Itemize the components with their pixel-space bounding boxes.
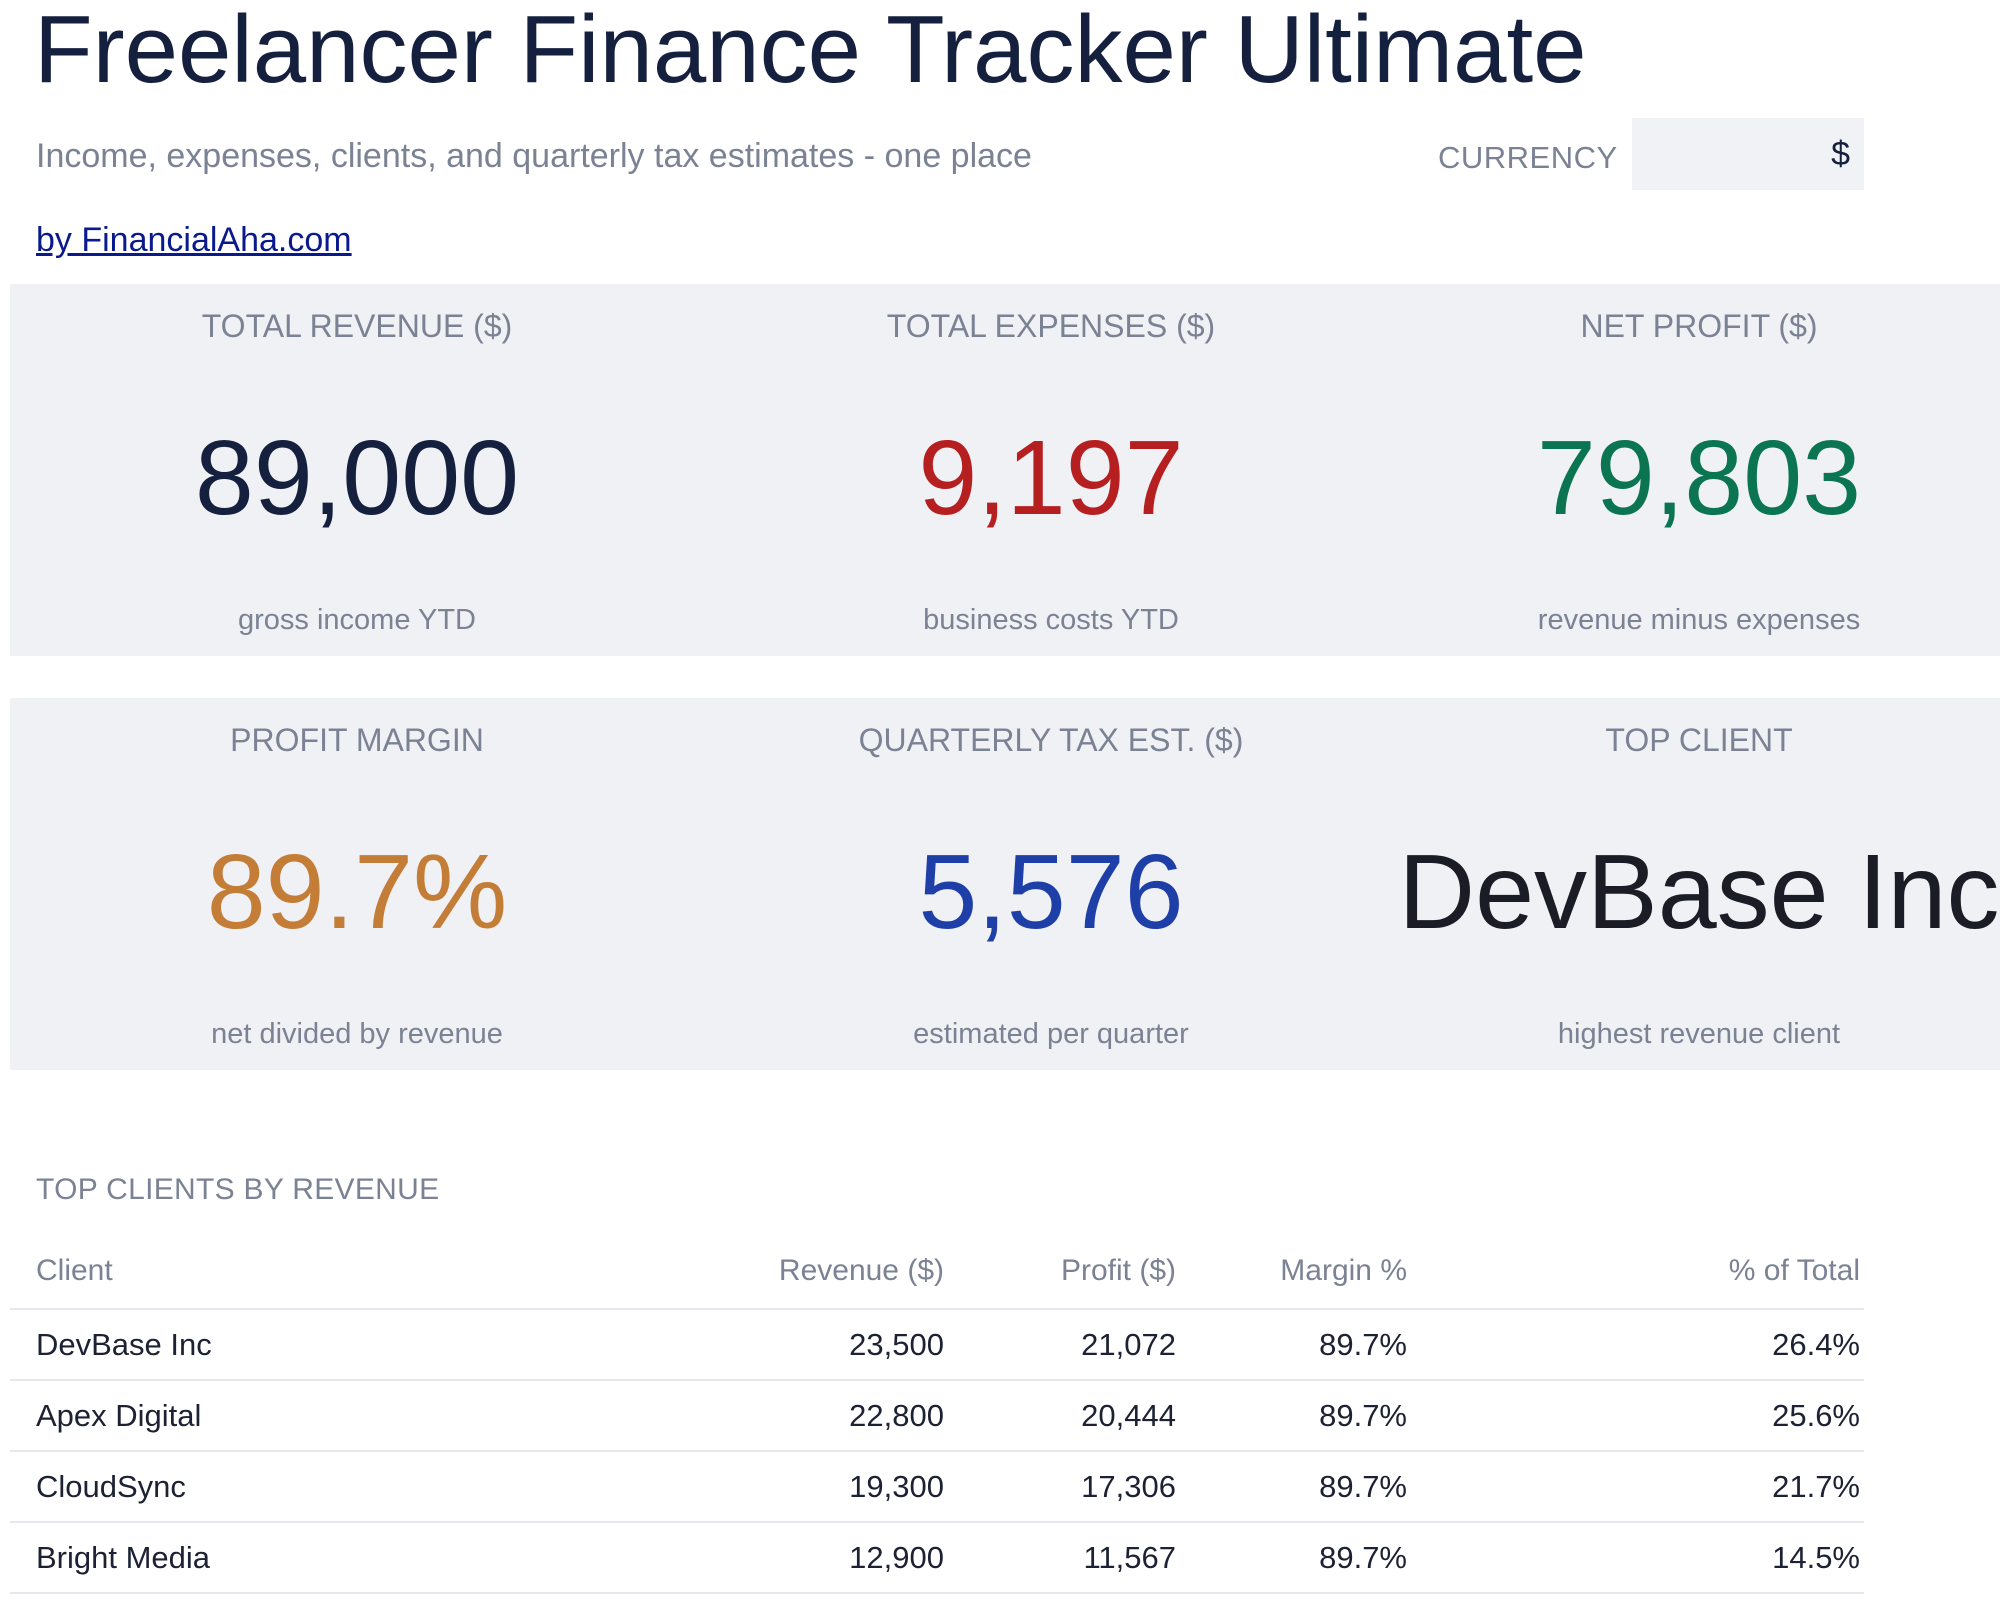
- kpi-caption: gross income YTD: [238, 604, 476, 636]
- client-margin: 89.7%: [1319, 1398, 1407, 1433]
- kpi-label: QUARTERLY TAX EST. ($): [858, 722, 1244, 758]
- kpi-caption: estimated per quarter: [913, 1018, 1189, 1050]
- kpi-label: TOTAL EXPENSES ($): [886, 308, 1216, 344]
- column-header-share: % of Total: [1728, 1254, 1860, 1287]
- kpi-label: NET PROFIT ($): [1580, 308, 1818, 344]
- kpi-value: 5,576: [918, 833, 1184, 951]
- page-title: Freelancer Finance Tracker Ultimate: [34, 0, 1587, 103]
- byline-link[interactable]: by FinancialAha.com: [36, 221, 352, 259]
- kpi-label: TOTAL REVENUE ($): [201, 308, 513, 344]
- client-profit: 11,567: [1083, 1540, 1176, 1575]
- kpi-top-client: TOP CLIENT DevBase Inc highest revenue c…: [1398, 698, 2000, 1070]
- table-row: DevBase Inc 23,500 21,072 89.7% 26.4%: [10, 1310, 1864, 1381]
- kpi-value: DevBase Inc: [1398, 833, 2000, 951]
- kpi-caption: net divided by revenue: [211, 1018, 503, 1050]
- kpi-net-profit: NET PROFIT ($) 79,803 revenue minus expe…: [1398, 284, 2000, 656]
- client-name: Bright Media: [36, 1540, 211, 1575]
- kpi-caption: business costs YTD: [923, 604, 1179, 636]
- client-revenue: 19,300: [849, 1469, 944, 1504]
- kpi-total-revenue: TOTAL REVENUE ($) 89,000 gross income YT…: [10, 284, 704, 656]
- kpi-label: PROFIT MARGIN: [230, 722, 484, 758]
- client-margin: 89.7%: [1319, 1469, 1407, 1504]
- kpi-total-expenses: TOTAL EXPENSES ($) 9,197 business costs …: [704, 284, 1398, 656]
- client-name: CloudSync: [36, 1469, 186, 1504]
- kpi-value: 89,000: [194, 419, 520, 537]
- column-header-revenue: Revenue ($): [778, 1254, 944, 1287]
- client-profit: 20,444: [1081, 1398, 1176, 1433]
- client-margin: 89.7%: [1319, 1327, 1407, 1362]
- currency-input[interactable]: [1632, 118, 1864, 190]
- kpi-row-secondary: PROFIT MARGIN 89.7% net divided by reven…: [10, 698, 2000, 1070]
- client-revenue: 12,900: [849, 1540, 944, 1575]
- client-share: 26.4%: [1772, 1327, 1860, 1362]
- table-row: Bright Media 12,900 11,567 89.7% 14.5%: [10, 1523, 1864, 1594]
- kpi-label: TOP CLIENT: [1605, 722, 1793, 758]
- column-header-margin: Margin %: [1280, 1254, 1407, 1287]
- column-header-profit: Profit ($): [1060, 1254, 1176, 1287]
- client-share: 14.5%: [1772, 1540, 1860, 1575]
- client-share: 21.7%: [1772, 1469, 1860, 1504]
- client-margin: 89.7%: [1319, 1540, 1407, 1575]
- kpi-quarterly-tax: QUARTERLY TAX EST. ($) 5,576 estimated p…: [704, 698, 1398, 1070]
- kpi-caption: highest revenue client: [1557, 1018, 1841, 1050]
- table-row: Apex Digital 22,800 20,444 89.7% 25.6%: [10, 1381, 1864, 1452]
- table-header-row: Client Revenue ($) Profit ($) Margin % %…: [10, 1236, 1864, 1310]
- client-profit: 17,306: [1081, 1469, 1176, 1504]
- kpi-caption: revenue minus expenses: [1537, 604, 1861, 636]
- section-title-top-clients: TOP CLIENTS BY REVENUE: [36, 1173, 440, 1206]
- column-header-client: Client: [36, 1254, 113, 1287]
- kpi-profit-margin: PROFIT MARGIN 89.7% net divided by reven…: [10, 698, 704, 1070]
- currency-label: CURRENCY: [1438, 140, 1618, 175]
- kpi-value: 89.7%: [206, 833, 508, 951]
- kpi-value: 9,197: [918, 419, 1184, 537]
- client-revenue: 23,500: [849, 1327, 944, 1362]
- client-revenue: 22,800: [849, 1398, 944, 1433]
- kpi-row-primary: TOTAL REVENUE ($) 89,000 gross income YT…: [10, 284, 2000, 656]
- client-share: 25.6%: [1772, 1398, 1860, 1433]
- kpi-value: 79,803: [1536, 419, 1862, 537]
- client-name: DevBase Inc: [36, 1327, 212, 1362]
- table-row: CloudSync 19,300 17,306 89.7% 21.7%: [10, 1452, 1864, 1523]
- top-clients-table: Client Revenue ($) Profit ($) Margin % %…: [10, 1236, 1864, 1594]
- client-name: Apex Digital: [36, 1398, 202, 1433]
- client-profit: 21,072: [1081, 1327, 1176, 1362]
- page-subtitle: Income, expenses, clients, and quarterly…: [36, 137, 1032, 175]
